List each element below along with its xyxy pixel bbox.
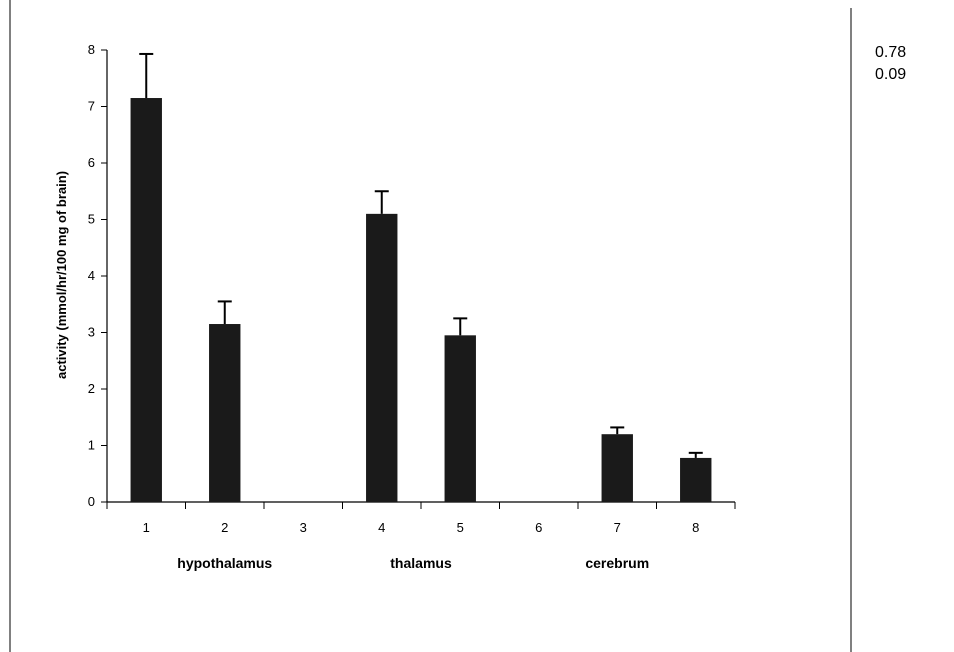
side-value-2: 0.09 — [875, 66, 907, 83]
bar — [209, 324, 241, 502]
bar — [444, 335, 476, 502]
x-tick-label: 2 — [221, 520, 228, 535]
bar — [366, 213, 398, 502]
y-tick-label: 5 — [88, 212, 95, 227]
y-tick-label: 6 — [88, 155, 95, 170]
group-label: thalamus — [390, 555, 452, 571]
plot-area: 0 1 2 3 4 5 6 7 8 1 2 3 4 5 6 7 8 hypothalamus thalamus cer… — [88, 42, 736, 571]
side-value-1: 0.78 — [875, 44, 907, 61]
y-tick-label: 8 — [88, 42, 95, 57]
y-tick-label: 2 — [88, 381, 95, 396]
y-tick-label: 4 — [88, 268, 95, 283]
x-tick-label: 8 — [692, 520, 699, 535]
y-tick-label: 0 — [88, 494, 95, 509]
x-tick-label: 6 — [535, 520, 542, 535]
group-label: cerebrum — [585, 555, 649, 571]
x-tick-label: 4 — [378, 520, 385, 535]
bar — [601, 434, 633, 502]
x-tick-label: 1 — [143, 520, 150, 535]
y-tick-label: 3 — [88, 325, 95, 340]
y-tick-label: 1 — [88, 438, 95, 453]
y-axis-label: activity (mmol/hr/100 mg of brain) — [54, 171, 69, 379]
group-label: hypothalamus — [177, 555, 272, 571]
bar — [680, 457, 712, 502]
x-tick-label: 7 — [614, 520, 621, 535]
y-tick-label: 7 — [88, 99, 95, 114]
x-tick-label: 5 — [457, 520, 464, 535]
bar — [130, 98, 162, 503]
x-tick-label: 3 — [300, 520, 307, 535]
